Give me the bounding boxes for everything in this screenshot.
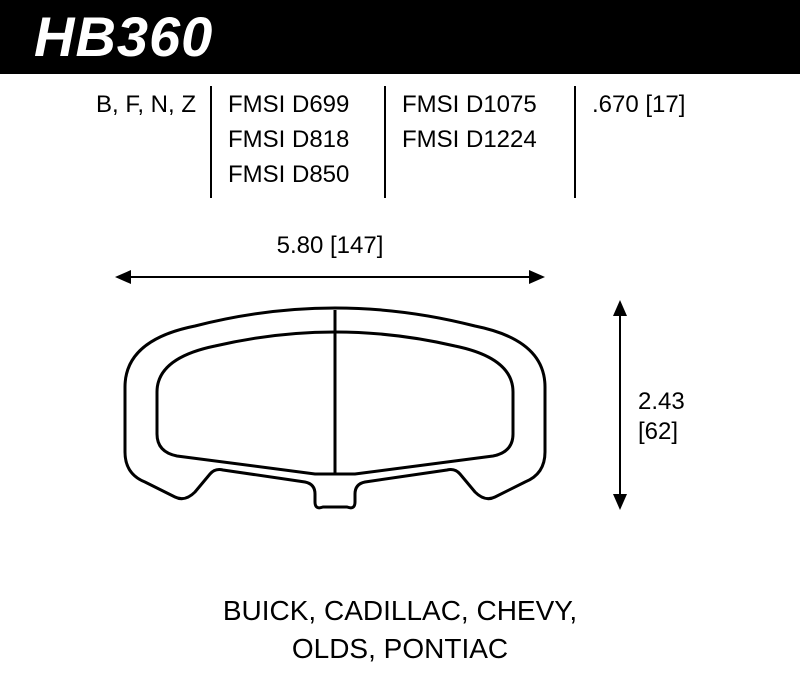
brake-pad-outline	[115, 302, 555, 512]
height-mm: [62]	[638, 418, 678, 445]
footer-line-2: OLDS, PONTIAC	[0, 630, 800, 668]
header-band: HB360	[0, 0, 800, 72]
fmsi-item: FMSI D1224	[402, 123, 560, 158]
height-dimension-label: 2.43 [62]	[638, 387, 708, 447]
fmsi-item: FMSI D850	[228, 158, 370, 193]
compounds-col: B, F, N, Z	[0, 88, 212, 192]
spec-row: B, F, N, Z FMSI D699 FMSI D818 FMSI D850…	[0, 74, 800, 192]
part-number: HB360	[34, 4, 213, 69]
compounds-text: B, F, N, Z	[96, 91, 196, 118]
height-dimension-arrow	[605, 300, 635, 510]
footer-line-1: BUICK, CADILLAC, CHEVY,	[0, 592, 800, 630]
fmsi-item: FMSI D818	[228, 123, 370, 158]
width-dimension-label: 5.80 [147]	[240, 232, 420, 260]
vehicle-makes: BUICK, CADILLAC, CHEVY, OLDS, PONTIAC	[0, 592, 800, 668]
thickness-text: .670 [17]	[592, 91, 685, 118]
fmsi-col-1: FMSI D699 FMSI D818 FMSI D850	[212, 88, 386, 192]
width-dimension-arrow	[115, 262, 545, 292]
height-in: 2.43	[638, 388, 685, 415]
fmsi-item: FMSI D699	[228, 88, 370, 123]
diagram-area: 5.80 [147] 2.43 [62]	[0, 202, 800, 572]
fmsi-item: FMSI D1075	[402, 88, 560, 123]
thickness-col: .670 [17]	[576, 88, 800, 192]
fmsi-col-2: FMSI D1075 FMSI D1224	[386, 88, 576, 192]
